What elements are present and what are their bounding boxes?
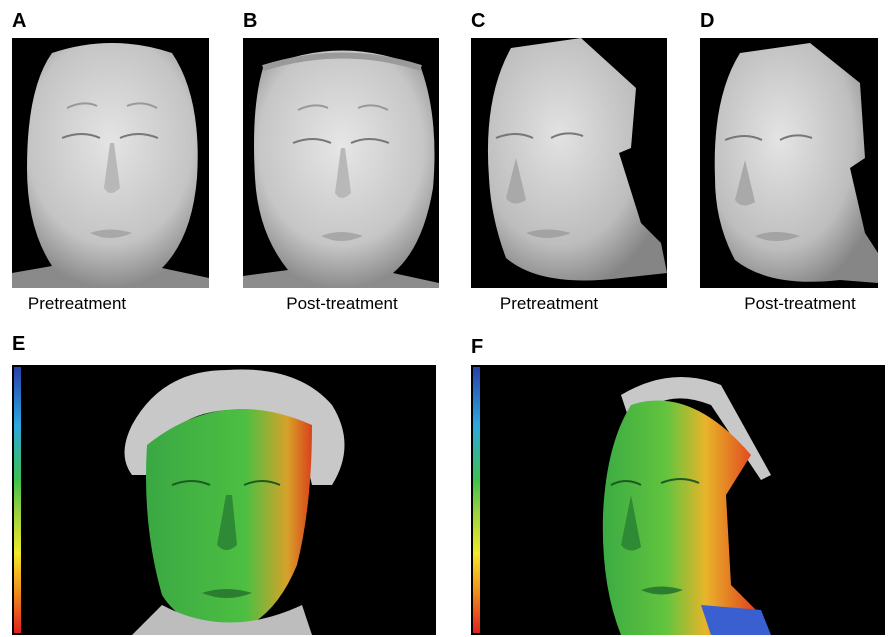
panel-d-face-scan [700,38,878,288]
color-deviation-map-oblique-icon [602,377,771,635]
caption-c: Pretreatment [499,294,599,313]
panel-c-face-scan [471,38,667,288]
panel-f-deviation-map [471,365,885,635]
panel-e-deviation-map [12,365,436,635]
face-scan-frontal-icon [243,50,439,288]
face-scan-frontal-icon [12,43,209,288]
panel-a-face-scan [12,38,209,288]
face-scan-oblique-icon [714,43,878,283]
color-scale-bar [473,367,480,633]
caption-b: Post-treatment [286,294,398,313]
color-deviation-map-frontal-icon [124,369,345,635]
caption-d: Post-treatment [744,294,856,313]
panel-label-b: B [243,10,258,32]
panel-label-a: A [12,10,27,32]
panel-label-e: E [12,333,26,355]
color-scale-bar [14,367,21,633]
panel-label-f: F [471,336,484,358]
panel-label-c: C [471,10,486,32]
caption-a: Pretreatment [27,294,127,313]
face-scan-oblique-icon [487,38,667,281]
panel-b-face-scan [243,38,439,288]
panel-label-d: D [700,10,715,32]
